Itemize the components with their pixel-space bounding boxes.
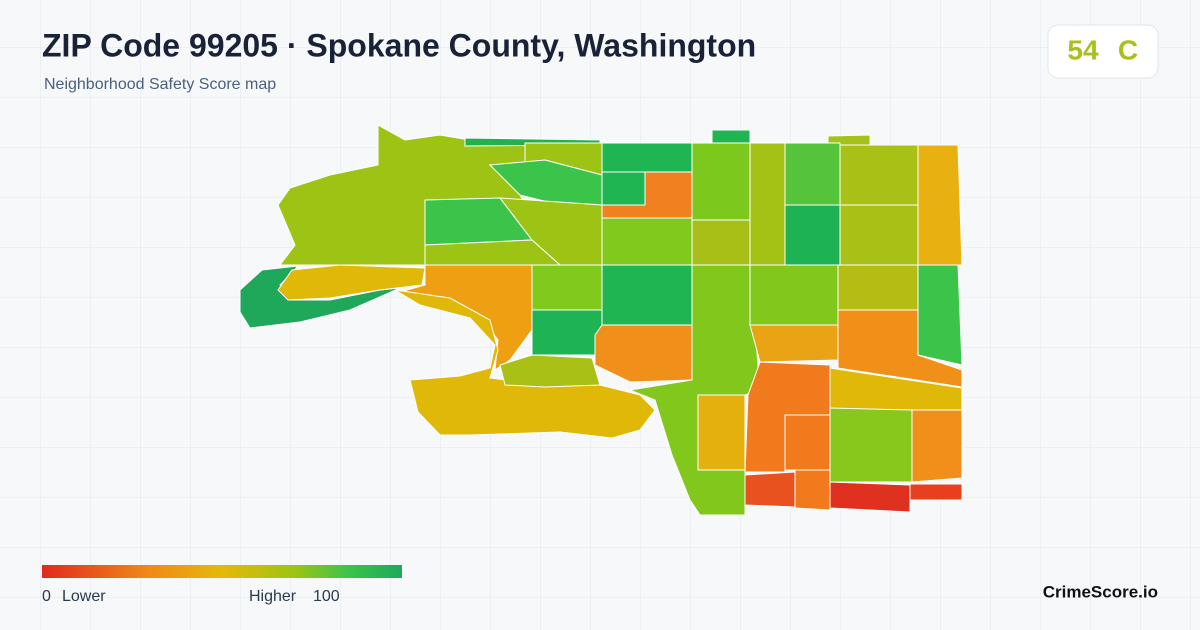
title: ZIP Code 99205 · Spokane County, Washing… [42,27,756,63]
neighborhood [794,469,831,511]
legend-min: 0 [42,588,51,605]
neighborhood [749,264,839,326]
neighborhood [394,289,656,439]
neighborhood [601,264,693,326]
legend-max-label: Higher [249,588,297,605]
neighborhood [839,144,919,206]
neighborhood [917,144,963,266]
legend-min-label: Lower [62,588,106,605]
neighborhood [277,264,426,301]
neighborhood [784,204,841,266]
brand: CrimeScore.io [1043,582,1158,601]
score-badge [1047,24,1159,79]
neighborhood [837,264,919,311]
neighborhood [697,394,746,471]
neighborhood [601,217,693,266]
neighborhood [499,354,601,388]
legend-scale [42,565,402,578]
legend-max: 100 [313,588,340,605]
score-grade: C [1118,34,1138,65]
subtitle: Neighborhood Safety Score map [44,76,276,93]
neighborhood [829,481,911,513]
neighborhood [691,142,751,221]
neighborhood [711,129,751,144]
score-value: 54 [1067,34,1099,65]
neighborhood [839,204,919,266]
neighborhood [784,414,831,471]
neighborhood [837,309,963,388]
neighborhood [691,219,751,266]
neighborhood [911,409,963,483]
neighborhood [829,407,913,483]
neighborhood [784,142,841,206]
neighborhood [744,471,796,508]
neighborhood [749,142,786,266]
neighborhood [909,483,963,501]
map [239,124,963,516]
neighborhood [531,309,603,356]
neighborhood [531,264,603,311]
neighborhood [917,264,963,366]
neighborhood [749,324,839,363]
